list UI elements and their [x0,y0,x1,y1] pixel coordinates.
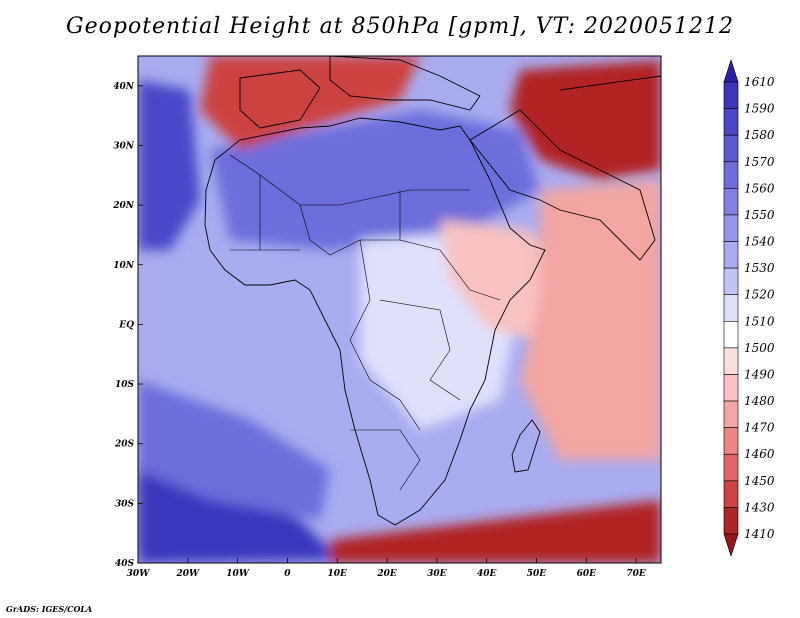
plot-frame [137,55,662,564]
colorbar-swatch [723,347,739,375]
coastlines [204,56,661,526]
colorbar-level-label: 1460 [744,447,775,461]
madagascar-coastline [511,419,541,473]
lon-tick-label: 20E [376,569,397,579]
southern-ocean-low-region [330,500,661,563]
colorbar-level-label: 1510 [744,314,775,328]
border-line [350,429,421,491]
colorbar-swatch [723,374,739,402]
east-africa-low-region [440,220,560,340]
lon-tick-label: 10W [226,569,250,579]
colorbar-swatch [723,214,739,242]
lat-tick-label: 40S [115,559,135,569]
north-atlantic-high-region [138,80,200,250]
south-atlantic-high-region [138,470,340,563]
lon-tick-label: 30W [127,569,151,579]
border-line [229,154,470,206]
colorbar-level-label: 1520 [744,288,775,302]
colorbar-swatch [723,59,739,83]
colorbar-level-label: 1480 [744,394,775,408]
colorbar-swatch [723,81,739,109]
africa-coastline [204,117,546,526]
colorbar-level-label: 1570 [744,155,775,169]
indian-ocean-low-region [520,180,661,460]
colorbar-swatch [723,400,739,428]
lon-tick-label: 40E [477,569,497,579]
colorbar-swatch [723,161,739,189]
lon-tick-label: 70E [626,569,646,579]
colorbar: 1610 1590 1580 1570 1560 1550 1540 1530 1520 1510… [723,59,775,557]
colorbar-level-label: 1430 [744,500,775,514]
map-title: Geopotential Height at 850hPa [gpm], VT:… [66,14,734,39]
lon-tick-label: 30E [427,569,447,579]
middle-east-low-region [510,60,661,180]
sahara-high-region [210,110,540,250]
colorbar-level-label: 1550 [744,208,775,222]
colorbar-swatch [723,134,739,163]
lat-tick-label: 40N [113,82,135,92]
colorbar-swatch [723,267,739,296]
colorbar-level-label: 1610 [744,75,775,89]
lon-tick-label: 10E [328,569,348,579]
colorbar-swatch [723,480,739,508]
lat-tick-label: 30N [113,141,135,151]
colorbar-swatch [723,108,739,136]
colorbar-level-label: 1470 [744,421,775,435]
arabia-coastline [469,109,656,261]
latitude-axis: 40N 30N 20N 10N EQ 10S 20S 30S 40S [112,82,143,569]
geopotential-field [138,56,661,563]
colorbar-level-label: 1410 [744,527,775,541]
lat-tick-label: 20S [114,440,135,450]
europe-coastline [329,56,481,111]
colorbar-level-label: 1450 [744,474,775,488]
lon-tick-label: 0 [284,569,291,579]
lat-tick-label: 20N [112,201,135,211]
lat-tick-label: 10S [115,380,135,390]
asia-coastline [559,75,661,91]
colorbar-swatch [723,320,739,349]
colorbar-swatch [723,241,739,269]
border-line [299,204,400,256]
colorbar-swatch [723,507,739,535]
colorbar-level-label: 1540 [744,235,775,249]
lat-tick-label: EQ [118,320,134,330]
border-line [349,239,421,431]
border-line [399,190,501,301]
colorbar-level-label: 1590 [744,102,775,116]
colorbar-swatch [723,294,739,322]
iberia-coastline [239,69,321,129]
colorbar-swatch [723,427,739,455]
grads-credit: GrADS: IGES/COLA [6,604,93,614]
colorbar-swatch [723,453,739,482]
colorbar-level-label: 1560 [744,181,775,195]
colorbar-level-label: 1580 [744,128,775,142]
lon-tick-label: 60E [577,569,597,579]
iberian-low-region [200,56,420,150]
colorbar-level-label: 1530 [744,261,775,275]
lon-tick-label: 50E [527,569,547,579]
colorbar-swatch [723,533,739,557]
colorbar-level-label: 1500 [744,341,775,355]
colorbar-swatch [723,188,739,216]
south-atlantic-mid-region [138,380,330,520]
lon-tick-label: 20W [175,569,200,579]
country-borders [229,154,501,491]
colorbar-level-label: 1490 [744,367,775,381]
longitude-axis: 30W 20W 10W 0 10E 20E 30E 40E 50E 60E 70E [127,558,646,579]
lat-tick-label: 30S [115,499,135,509]
lat-tick-label: 10N [113,261,135,271]
border-line [230,175,300,251]
border-line [379,299,461,401]
